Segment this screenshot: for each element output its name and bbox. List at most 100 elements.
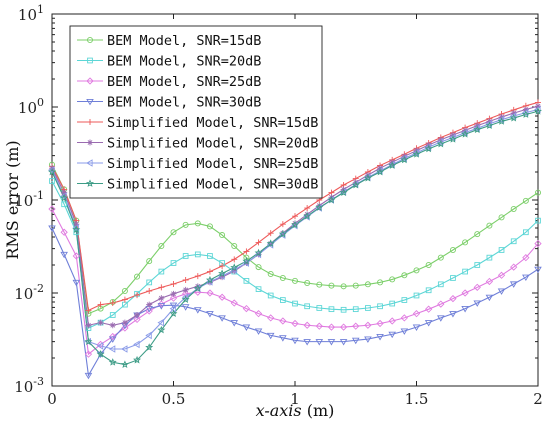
data-point-s3	[48, 205, 56, 213]
data-point-s3	[449, 294, 457, 303]
data-point-s4	[437, 315, 445, 322]
series-line-3	[51, 208, 539, 356]
data-point-s6	[449, 131, 456, 138]
data-point-s5	[243, 248, 250, 255]
data-point-s8	[497, 117, 506, 125]
data-point-s8	[376, 167, 385, 176]
data-point-s7	[242, 259, 249, 267]
x-axis-title-var: x-axis	[256, 401, 302, 420]
legend-swatch-marker	[87, 119, 93, 125]
data-point-s2	[207, 253, 213, 259]
data-point-s8	[485, 121, 494, 130]
y-tick-label: 100	[18, 96, 44, 117]
data-point-s6	[182, 286, 189, 293]
x-axis-title: x-axis (m)	[256, 401, 335, 420]
data-point-s4	[279, 335, 287, 342]
data-point-s4	[473, 300, 482, 307]
data-point-s3	[364, 321, 372, 329]
data-point-s6	[158, 295, 165, 302]
data-point-s2	[158, 268, 165, 275]
data-point-s2	[377, 303, 383, 310]
data-point-s2	[182, 253, 189, 259]
data-point-s7	[121, 345, 128, 353]
data-point-s6	[73, 221, 80, 228]
data-point-s7	[108, 345, 116, 353]
data-point-s2	[170, 260, 177, 266]
data-point-s2	[267, 292, 274, 299]
data-point-s6	[109, 322, 116, 329]
data-point-s3	[485, 277, 494, 286]
legend-swatch-marker	[87, 139, 93, 146]
data-point-s2	[194, 251, 201, 258]
data-point-s2	[462, 268, 468, 275]
data-point-s8	[84, 337, 93, 345]
legend-swatch-marker	[86, 159, 93, 167]
data-point-s8	[291, 220, 299, 229]
data-point-s1	[474, 231, 481, 238]
data-point-s3	[133, 315, 141, 324]
data-point-s4	[108, 336, 117, 343]
data-point-s5	[231, 256, 238, 263]
y-tick-label: 10-1	[14, 189, 44, 210]
data-point-s2	[535, 217, 541, 224]
legend-label: Simplified Model, SNR=15dB	[107, 115, 318, 131]
data-point-s3	[109, 332, 117, 341]
y-tick-label: 101	[18, 3, 44, 24]
x-axis-title-rest: (m)	[302, 401, 335, 420]
data-point-s4	[351, 337, 360, 345]
series-line-2	[51, 180, 539, 329]
data-point-s8	[327, 195, 336, 204]
data-point-s7	[96, 342, 104, 350]
data-point-s4	[327, 339, 336, 346]
data-point-s8	[521, 110, 530, 118]
data-point-s5	[182, 276, 189, 283]
data-point-s1	[146, 258, 153, 265]
data-point-s3	[267, 314, 275, 322]
legend-label: BEM Model, SNR=25dB	[107, 74, 261, 90]
x-tick-label: 1	[290, 390, 300, 408]
y-tick-label-exponent: 0	[37, 96, 44, 109]
data-point-s7	[509, 112, 517, 120]
data-point-s1	[377, 279, 384, 286]
data-point-s3	[534, 239, 542, 248]
data-point-s2	[292, 300, 298, 307]
data-point-s1	[304, 280, 311, 287]
data-point-s7	[521, 108, 529, 117]
data-point-s3	[412, 309, 421, 318]
data-point-s8	[473, 125, 482, 134]
data-point-s8	[351, 180, 360, 189]
data-point-s4	[194, 307, 202, 314]
data-point-s6	[121, 319, 128, 326]
data-point-s4	[72, 279, 81, 287]
data-point-s3	[437, 300, 445, 308]
data-point-s3	[254, 309, 263, 318]
series-line-4	[51, 227, 539, 378]
data-point-s2	[61, 201, 68, 208]
data-point-s1	[194, 220, 201, 227]
data-point-s1	[206, 223, 213, 230]
data-point-s4	[254, 328, 263, 335]
data-point-s5	[194, 273, 201, 280]
y-tick-label: 10-2	[14, 282, 44, 303]
data-point-s1	[510, 206, 517, 213]
data-point-s4	[303, 339, 311, 346]
data-point-s2	[255, 286, 262, 293]
data-point-s1	[449, 246, 456, 253]
data-point-s6	[134, 312, 141, 319]
data-point-s5	[304, 205, 311, 212]
data-point-s3	[242, 304, 251, 313]
data-point-s4	[157, 303, 166, 310]
data-point-s4	[485, 294, 494, 302]
data-point-s8	[509, 113, 518, 122]
data-point-s4	[339, 339, 348, 346]
data-point-s1	[121, 288, 128, 295]
data-point-s7	[169, 304, 177, 313]
data-point-s1	[328, 282, 335, 289]
data-point-s1	[134, 273, 141, 280]
data-point-s2	[280, 297, 286, 303]
data-point-s1	[255, 264, 262, 271]
data-point-s2	[352, 306, 359, 313]
data-point-s6	[61, 189, 68, 196]
data-point-s4	[242, 324, 251, 331]
data-point-s2	[304, 303, 311, 310]
